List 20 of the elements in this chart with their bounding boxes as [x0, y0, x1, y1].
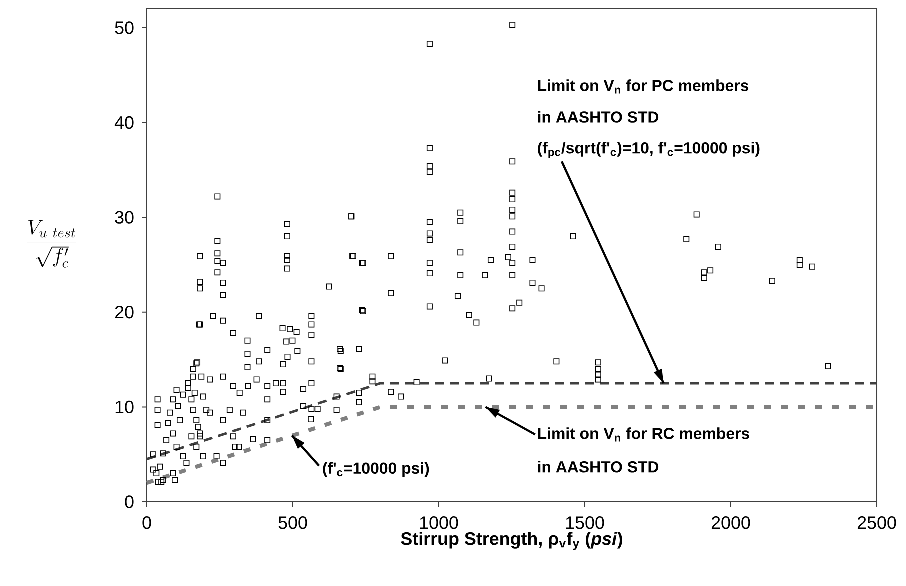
x-axis-title: Stirrup Strength, ρ$_{v}$f$_{y}$ (psi): [401, 532, 622, 550]
annotation: (f'$_{c}$=10000 psi): [323, 462, 430, 478]
x-tick-label: 2500: [858, 516, 896, 530]
x-tick-label: 1000: [420, 516, 458, 530]
y-tick-label: 20: [115, 306, 134, 319]
y-tick-label: 40: [114, 116, 134, 130]
annotation: in AASHTO STD: [538, 111, 659, 123]
y-tick-label: 50: [115, 22, 134, 34]
x-tick-label: 500: [278, 516, 308, 530]
annotation: (f$_{pc}$/sqrt(f'$_{c}$)=10, f'$_{c}$=10000 psi): [538, 142, 760, 158]
x-tick-label: 1500: [566, 516, 604, 530]
x-tick-label: 2000: [712, 516, 750, 530]
annotation: in AASHTO STD: [538, 461, 659, 473]
y-tick-label: 30: [115, 211, 134, 224]
y-tick-label: 0: [125, 496, 134, 508]
x-tick-label: 0: [142, 516, 152, 530]
y-axis-title: $\frac{V_{u\ test}}{\sqrt{f'_{c}}}$: [27, 220, 77, 268]
annotation: Limit on V$_{n}$ for RC members: [538, 428, 750, 442]
y-tick-label: 10: [116, 400, 134, 414]
annotation: Limit on V$_{n}$ for PC members: [538, 80, 749, 94]
